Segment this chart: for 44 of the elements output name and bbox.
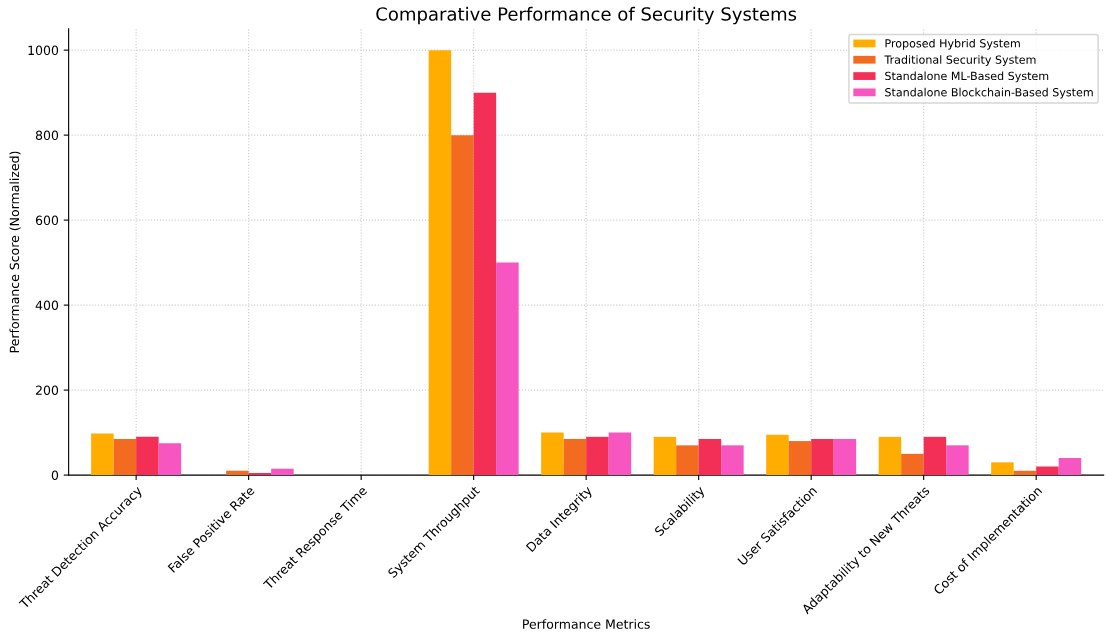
bar	[991, 462, 1014, 476]
chart-title: Comparative Performance of Security Systems	[376, 6, 797, 25]
bar	[271, 468, 294, 476]
bar	[833, 438, 857, 476]
legend-label: Proposed Hybrid System	[885, 38, 1020, 50]
y-tick-label: 400	[35, 300, 59, 311]
bar	[496, 262, 519, 476]
bar	[136, 436, 159, 476]
legend-label: Traditional Security System	[884, 55, 1036, 66]
bar	[226, 470, 249, 476]
bar	[1036, 466, 1059, 476]
bar	[788, 441, 812, 476]
bar	[451, 135, 474, 476]
bar	[721, 445, 744, 476]
bar	[766, 434, 789, 476]
y-tick-label: 0	[51, 470, 59, 481]
y-tick-label: 1000	[28, 45, 59, 56]
bar	[586, 436, 609, 476]
y-axis-title: Performance Score (Normalized)	[9, 151, 21, 353]
y-tick-label: 800	[35, 130, 59, 141]
bar	[113, 438, 137, 476]
bar	[158, 443, 182, 476]
y-tick-label: 200	[35, 385, 59, 396]
bar	[946, 445, 969, 476]
bar	[653, 436, 677, 476]
bar	[923, 436, 947, 476]
bar	[428, 50, 452, 476]
bar	[608, 432, 632, 476]
bar	[1058, 458, 1082, 476]
bar	[541, 432, 564, 476]
bar	[563, 438, 587, 476]
bar	[698, 438, 722, 476]
bar	[473, 92, 497, 476]
legend-label: Standalone ML-Based System	[885, 71, 1049, 83]
bar	[91, 433, 114, 476]
bar	[878, 436, 902, 476]
bar	[811, 438, 834, 476]
bar	[901, 453, 924, 476]
legend-label: Standalone Blockchain-Based System	[885, 87, 1093, 99]
bar	[1013, 470, 1037, 476]
bar	[248, 472, 272, 476]
x-axis-title: Performance Metrics	[523, 619, 650, 629]
bar	[676, 445, 699, 476]
y-tick-label: 600	[35, 215, 59, 226]
